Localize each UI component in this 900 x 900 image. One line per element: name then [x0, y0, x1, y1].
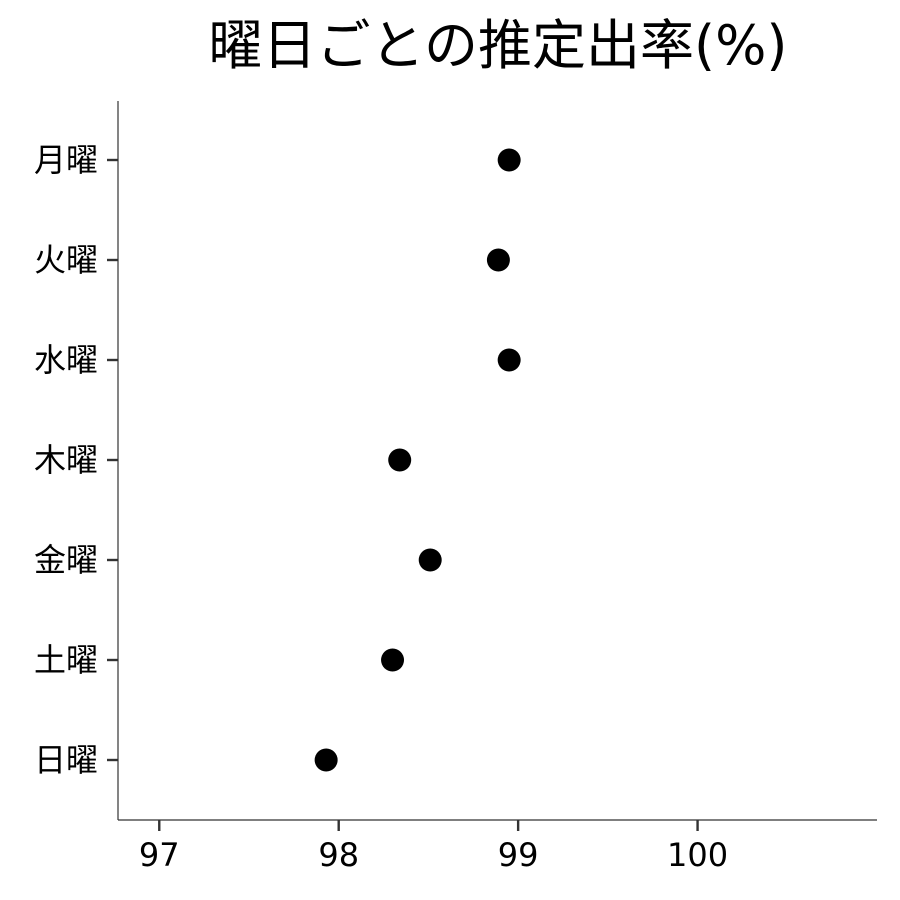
- data-point: [314, 748, 338, 772]
- x-tick-label: 98: [318, 836, 359, 874]
- x-axis-ticks: 97 98 99 100: [139, 820, 728, 874]
- x-tick-label: 99: [498, 836, 539, 874]
- data-point: [381, 648, 405, 672]
- data-point: [418, 548, 442, 572]
- y-tick-label: 水曜: [34, 341, 98, 379]
- y-tick-label: 土曜: [34, 641, 98, 679]
- y-tick-label: 日曜: [34, 741, 98, 779]
- x-tick-label: 97: [139, 836, 180, 874]
- y-tick-label: 月曜: [34, 141, 98, 179]
- data-point: [497, 348, 521, 372]
- chart-title: 曜日ごとの推定出率(%): [209, 14, 788, 77]
- data-point: [486, 248, 510, 272]
- data-point: [497, 148, 521, 172]
- y-tick-label: 火曜: [34, 241, 98, 279]
- x-tick-label: 100: [667, 836, 728, 874]
- y-tick-label: 金曜: [34, 541, 98, 579]
- data-points: [314, 148, 521, 772]
- y-tick-label: 木曜: [34, 441, 98, 479]
- data-point: [388, 448, 412, 472]
